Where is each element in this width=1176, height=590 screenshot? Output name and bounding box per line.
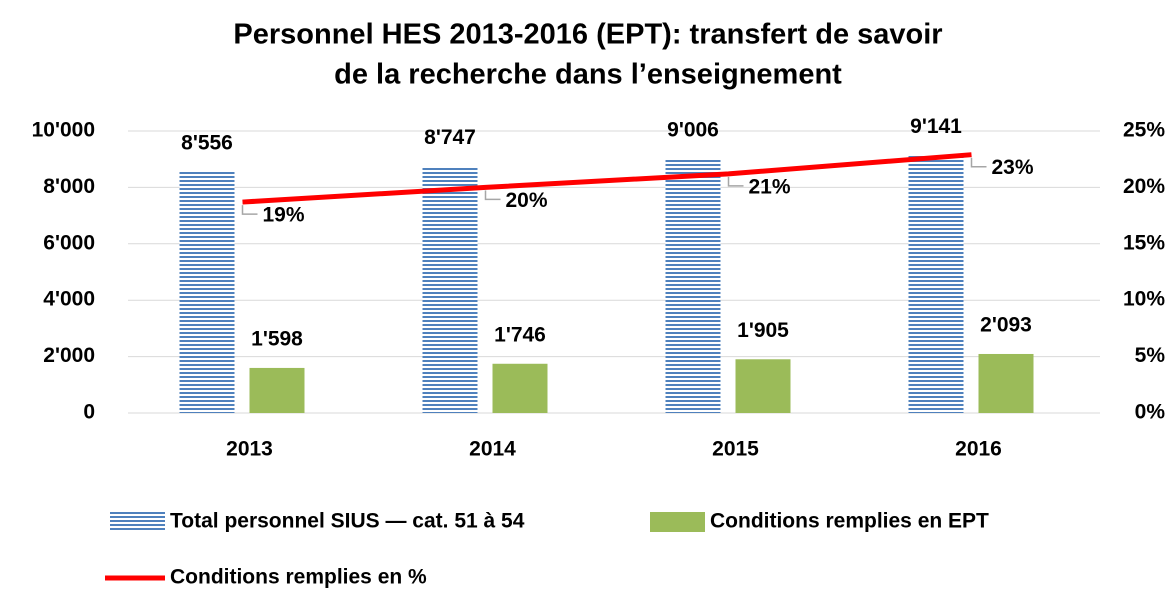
y2-tick-label: 20% [1123,175,1165,198]
chart-title: Personnel HES 2013-2016 (EPT): transfert… [233,19,942,51]
legend-label: Total personnel SIUS — cat. 51 à 54 [170,510,525,533]
legend-swatch [650,512,705,532]
bar [665,159,721,413]
data-label: 1'746 [494,323,546,346]
x-tick-label: 2016 [955,438,1002,461]
data-label: 23% [992,156,1034,179]
leader-line [970,157,987,168]
leader-line [727,176,744,187]
y2-tick-label: 5% [1135,344,1166,367]
bar [179,171,235,413]
y-tick-label: 6'000 [43,231,95,254]
data-label: 19% [263,204,305,227]
y-tick-label: 0 [83,401,95,424]
data-label: 21% [749,175,791,198]
data-label: 8'747 [424,126,476,149]
data-label: 8'556 [181,131,233,154]
data-label: 20% [506,189,548,212]
y2-tick-label: 10% [1123,288,1165,311]
y-tick-label: 8'000 [43,175,95,198]
bar [908,155,964,413]
bar [978,353,1034,413]
data-label: 1'905 [737,319,789,342]
y2-tick-label: 25% [1123,119,1165,142]
data-label: 9'141 [910,115,962,138]
leader-line [241,205,258,215]
leader-line [484,190,501,201]
chart-title: de la recherche dans l’enseignement [334,59,842,91]
data-label: 1'598 [251,327,303,350]
legend-label: Conditions remplies en % [170,566,427,589]
y-tick-label: 10'000 [32,119,95,142]
y2-tick-label: 0% [1135,401,1166,424]
bar [735,359,791,413]
legend-label: Conditions remplies en EPT [710,510,989,533]
y2-tick-label: 15% [1123,231,1165,254]
x-tick-label: 2013 [226,438,273,461]
x-tick-label: 2014 [469,438,516,461]
y-tick-label: 4'000 [43,288,95,311]
legend-swatch [110,512,165,532]
bar [422,166,478,413]
line [242,152,972,205]
bar [249,367,305,413]
y-tick-label: 2'000 [43,344,95,367]
x-tick-label: 2015 [712,438,759,461]
bar [492,363,548,413]
data-label: 9'006 [667,119,719,142]
data-label: 2'093 [980,314,1032,337]
